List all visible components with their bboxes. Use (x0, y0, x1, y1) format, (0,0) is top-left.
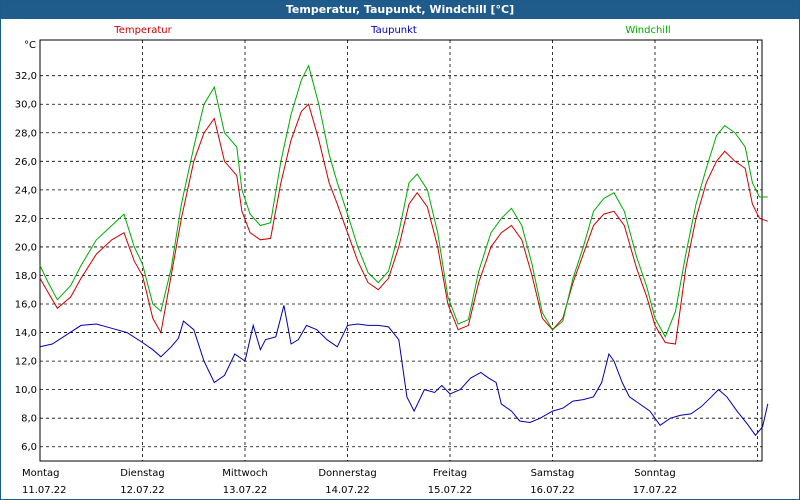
y-tick-label: 20,0 (15, 242, 37, 253)
x-date-label: 15.07.22 (428, 485, 473, 496)
y-tick-label: 26,0 (15, 157, 37, 168)
y-tick-label: 28,0 (15, 128, 37, 139)
series-line-taupunkt (39, 305, 769, 437)
y-tick-label: 24,0 (15, 185, 37, 196)
x-day-label: Mittwoch (222, 468, 267, 479)
y-tick-label: 12,0 (15, 357, 37, 368)
y-tick-label: 10,0 (15, 385, 37, 396)
x-date-label: 12.07.22 (120, 485, 165, 496)
legend-taupunkt: Taupunkt (370, 25, 417, 36)
x-date-label: 14.07.22 (325, 485, 370, 496)
y-tick-label: 16,0 (15, 300, 37, 311)
y-axis-unit: °C (24, 40, 36, 51)
y-tick-label: 14,0 (15, 328, 37, 339)
x-day-label: Sonntag (634, 468, 676, 479)
x-date-label: 16.07.22 (530, 485, 575, 496)
x-day-label: Montag (22, 468, 59, 479)
y-tick-label: 6,0 (21, 442, 37, 453)
x-day-label: Dienstag (120, 468, 165, 479)
x-date-label: 17.07.22 (633, 485, 678, 496)
legend-windchill: Windchill (625, 25, 670, 36)
y-tick-label: 18,0 (15, 271, 37, 282)
y-tick-label: 30,0 (15, 100, 37, 111)
y-tick-label: 32,0 (15, 71, 37, 82)
series-line-windchill (39, 64, 768, 338)
x-date-label: 13.07.22 (223, 485, 268, 496)
y-tick-label: 8,0 (21, 414, 37, 425)
x-day-label: Samstag (531, 468, 575, 479)
x-date-label: 11.07.22 (22, 485, 67, 496)
series-line-temperatur (39, 103, 768, 345)
plot-area (39, 39, 763, 462)
y-tick-label: 22,0 (15, 214, 37, 225)
legend-temperatur: Temperatur (113, 25, 172, 36)
x-day-label: Freitag (433, 468, 467, 479)
x-day-label: Donnerstag (318, 468, 376, 479)
chart-title: Temperatur, Taupunkt, Windchill [°C] (1, 1, 799, 19)
